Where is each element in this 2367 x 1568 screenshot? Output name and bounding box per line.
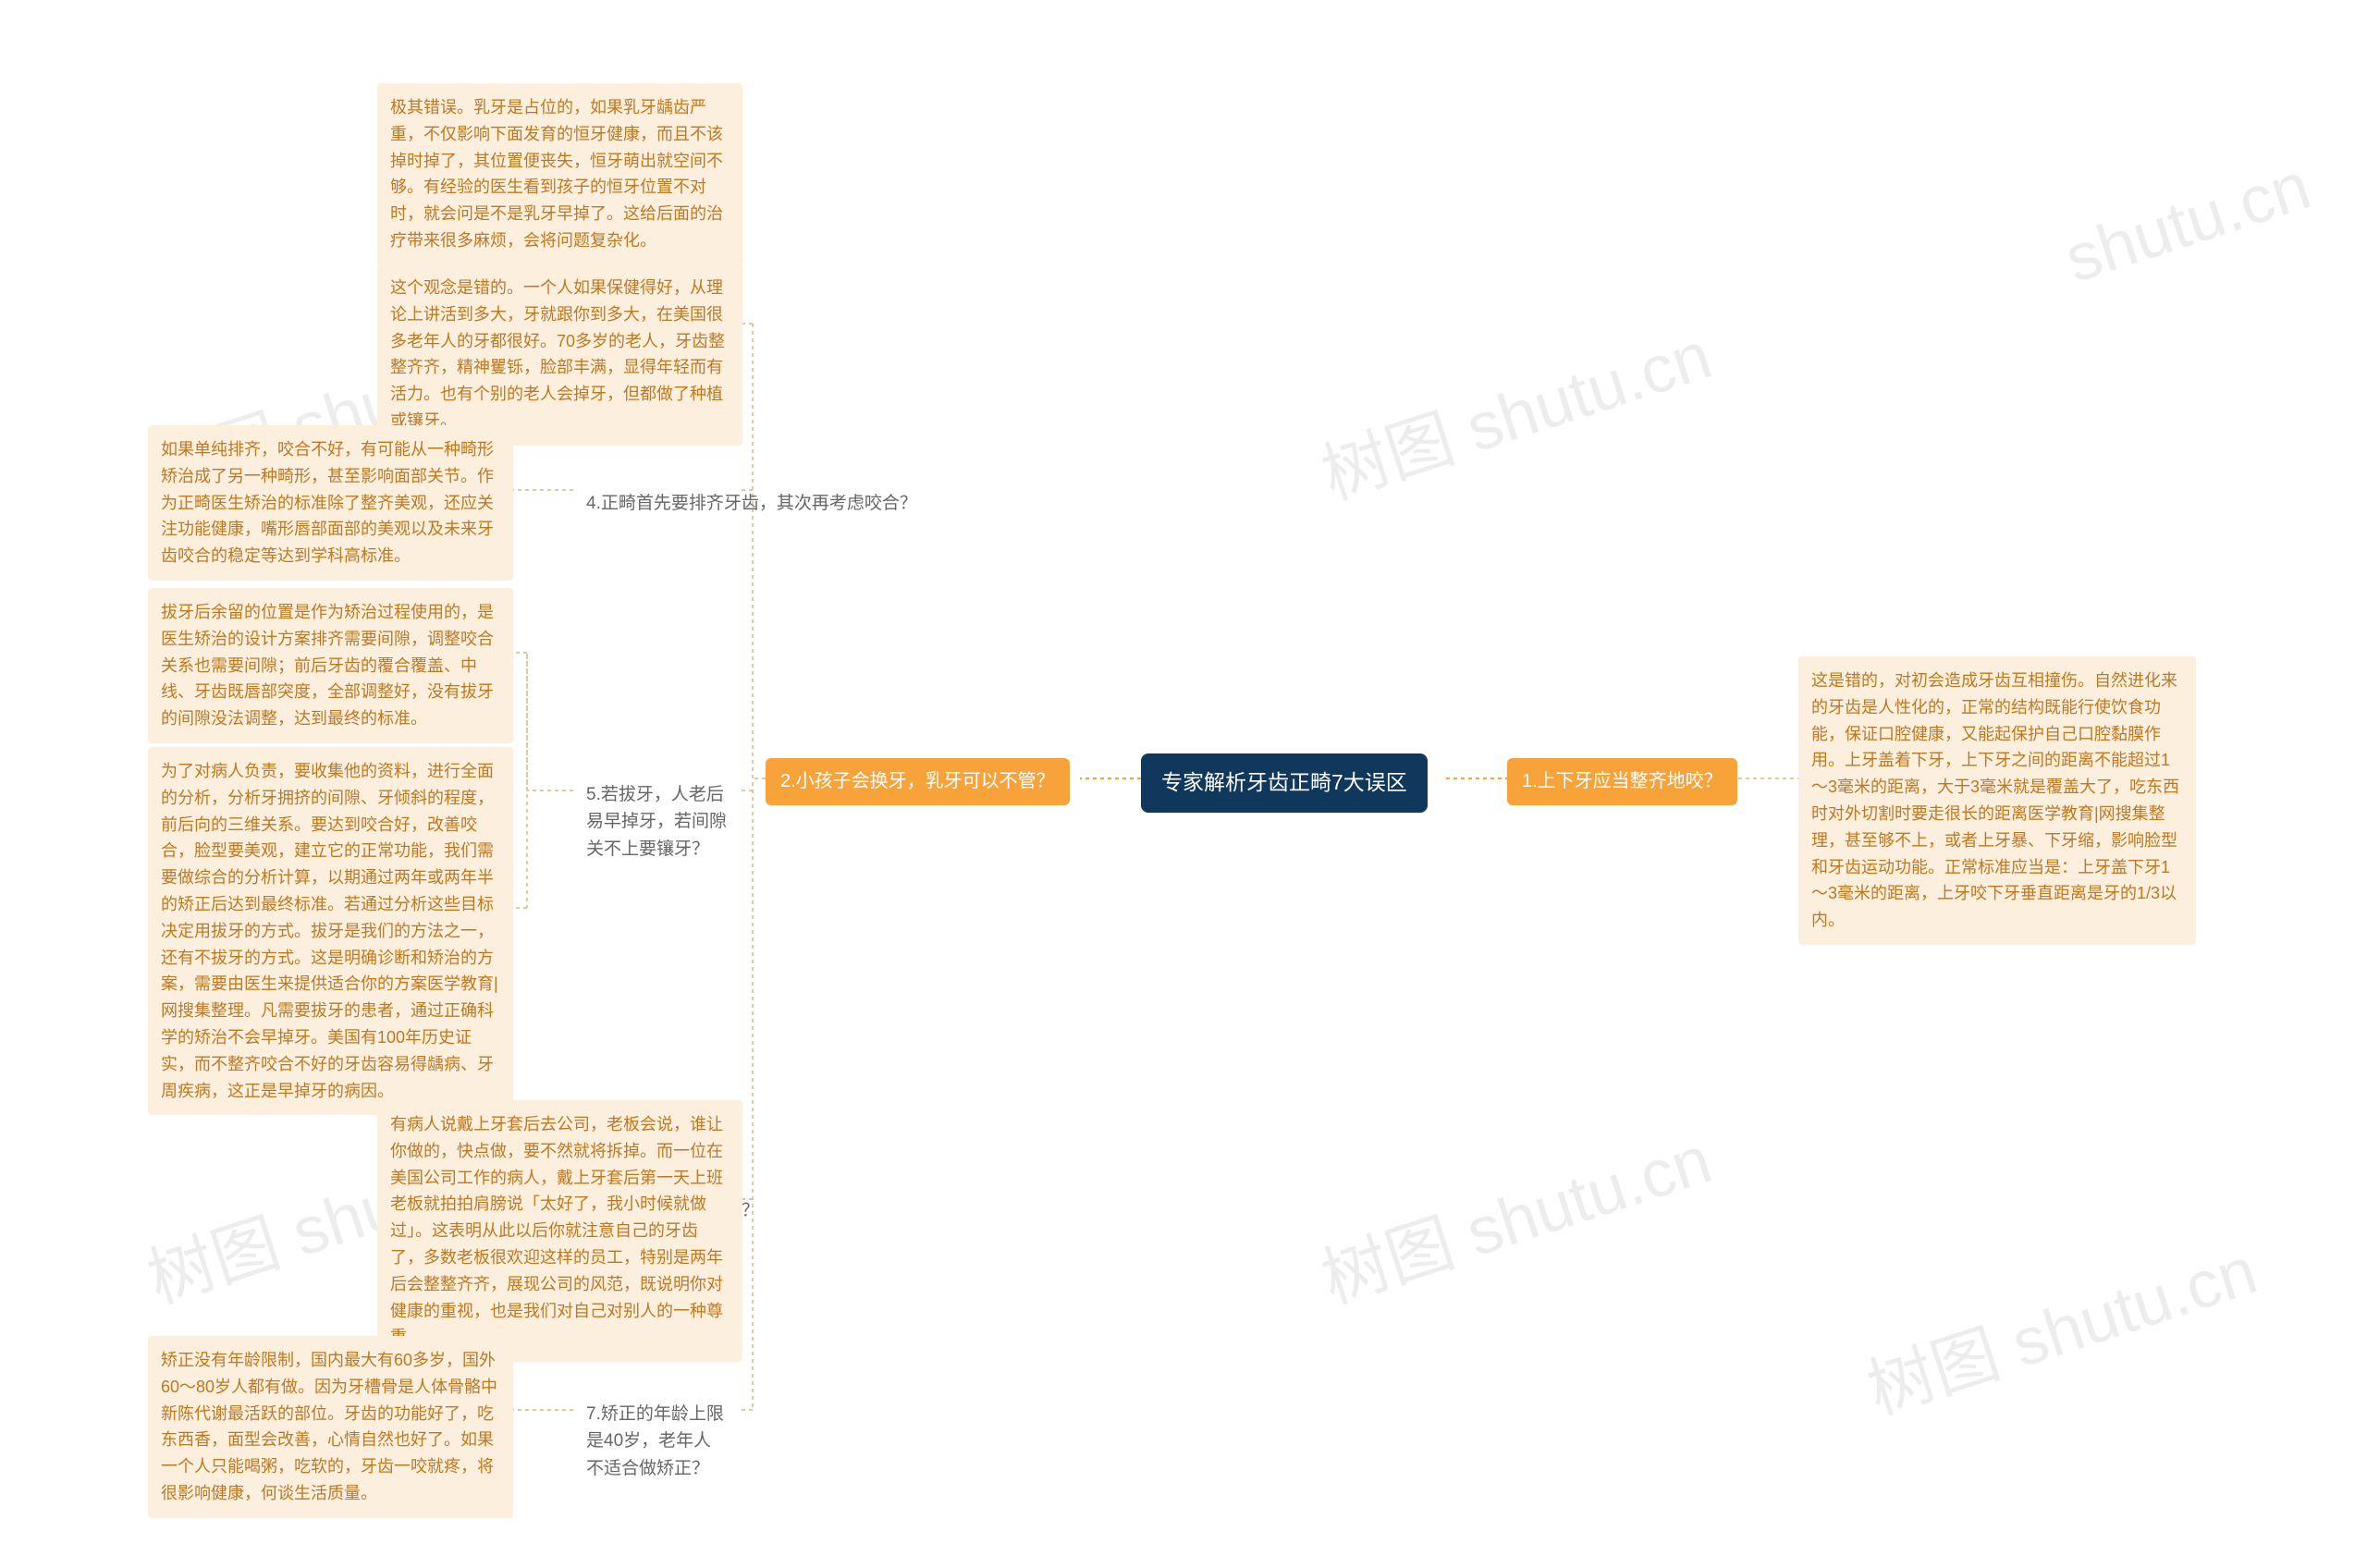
- watermark: 树图 shutu.cn: [1307, 300, 1721, 518]
- branch-q1[interactable]: 1.上下牙应当整齐地咬？: [1507, 758, 1737, 805]
- branch-q2[interactable]: 2.小孩子会换牙，乳牙可以不管？: [766, 758, 1070, 805]
- leaf-q4[interactable]: 如果单纯排齐，咬合不好，有可能从一种畸形矫治成了另一种畸形，甚至影响面部关节。作…: [148, 425, 513, 581]
- leaf-q5b[interactable]: 为了对病人负责，要收集他的资料，进行全面的分析，分析牙拥挤的间隙、牙倾斜的程度，…: [148, 747, 513, 1115]
- leaf-q1[interactable]: 这是错的，对初会造成牙齿互相撞伤。自然进化来的牙齿是人性化的，正常的结构既能行使…: [1798, 656, 2196, 945]
- leaf-q6[interactable]: 有病人说戴上牙套后去公司，老板会说，谁让你做的，快点做，要不然就将拆掉。而一位在…: [377, 1100, 742, 1362]
- watermark: 树图 shutu.cn: [1307, 1105, 1721, 1322]
- leaf-q3a[interactable]: 极其错误。乳牙是占位的，如果乳牙龋齿严重，不仅影响下面发育的恒牙健康，而且不该掉…: [377, 83, 742, 265]
- center-topic[interactable]: 专家解析牙齿正畸7大误区: [1141, 753, 1428, 813]
- watermark: 树图 shutu.cn: [1853, 1216, 2266, 1433]
- sub-q5[interactable]: 5.若拔牙，人老后易早掉牙，若间隙关不上要镶牙？: [573, 772, 740, 872]
- leaf-q3b[interactable]: 这个观念是错的。一个人如果保健得好，从理论上讲活到多大，牙就跟你到多大，在美国很…: [377, 263, 742, 446]
- watermark: shutu.cn: [2056, 148, 2319, 298]
- mindmap-canvas: 树图 shutu.cn 树图 shutu.cn 树图 shutu.cn 树图 s…: [0, 0, 2367, 1568]
- leaf-q7[interactable]: 矫正没有年龄限制，国内最大有60多岁，国外60～80岁人都有做。因为牙槽骨是人体…: [148, 1336, 513, 1518]
- sub-q7[interactable]: 7.矫正的年龄上限是40岁，老年人不适合做矫正？: [573, 1391, 740, 1491]
- leaf-q5a[interactable]: 拔牙后余留的位置是作为矫治过程使用的，是医生矫治的设计方案排齐需要间隙，调整咬合…: [148, 588, 513, 743]
- sub-q4[interactable]: 4.正畸首先要排齐牙齿，其次再考虑咬合？: [573, 481, 943, 526]
